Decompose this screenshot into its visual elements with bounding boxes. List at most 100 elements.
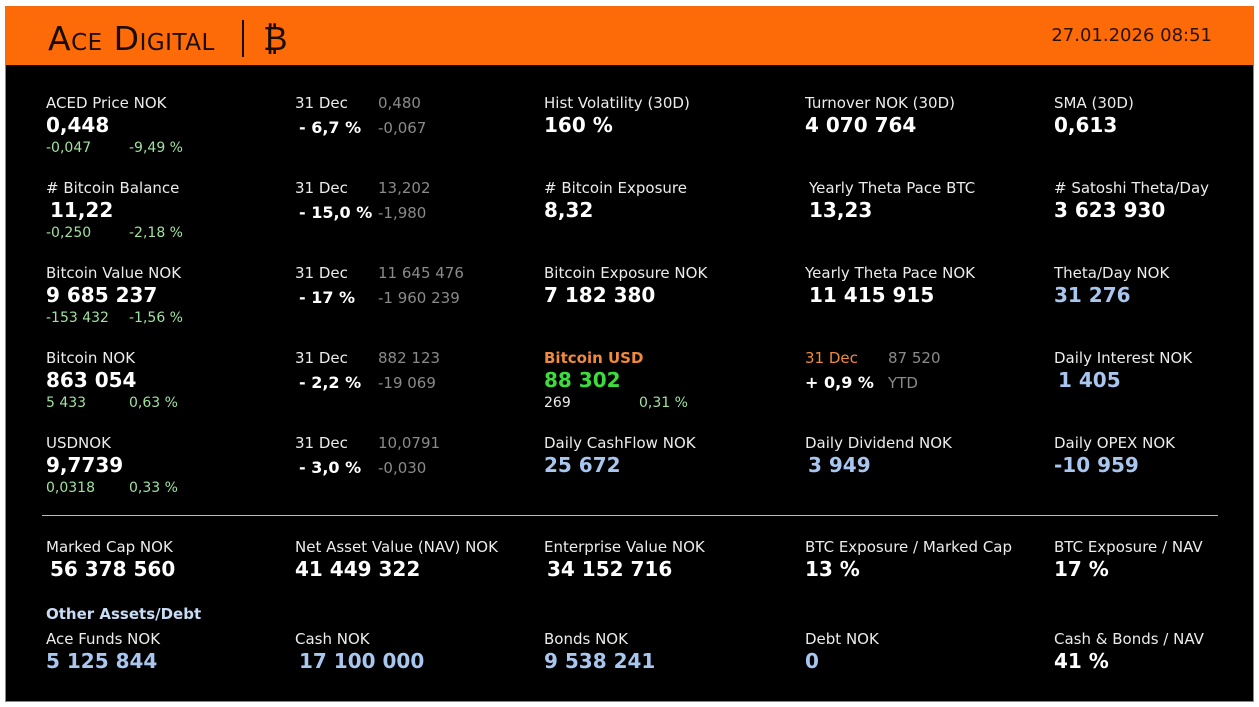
metric-label: Debt NOK: [805, 630, 879, 648]
metric-label: Yearly Theta Pace BTC: [809, 179, 976, 197]
metric-value: 9,7739: [46, 453, 124, 477]
bitcoin-exposure: # Bitcoin Exposure 8,32: [544, 179, 687, 223]
metric-label: Theta/Day NOK: [1054, 264, 1170, 282]
ytd-label: YTD: [888, 374, 918, 392]
change-abs: -0,047: [46, 140, 92, 156]
metric-label: Daily CashFlow NOK: [544, 434, 696, 452]
cash: Cash NOK 17 100 000: [295, 630, 424, 674]
dec-value: 87 520: [888, 349, 941, 367]
metric-value: 0,448: [46, 113, 110, 137]
change-abs: 269: [544, 395, 571, 411]
metric-label: # Bitcoin Balance: [46, 179, 180, 197]
change-abs: 5 433: [46, 395, 87, 411]
dec-change: -1 960 239: [378, 289, 460, 307]
metric-value: 13,23: [809, 198, 873, 222]
metric-value: 17 %: [1054, 557, 1109, 581]
change-pct: 0,31 %: [639, 395, 688, 411]
metric-value: 56 378 560: [50, 557, 176, 581]
metric-label: Cash NOK: [295, 630, 370, 648]
metric-label: Marked Cap NOK: [46, 538, 173, 556]
metric-label: BTC Exposure / Marked Cap: [805, 538, 1013, 556]
daily-opex: Daily OPEX NOK -10 959: [1054, 434, 1175, 478]
dec-value: 13,202: [378, 179, 431, 197]
dec-label: 31 Dec: [295, 179, 348, 197]
metric-value: 160 %: [544, 113, 613, 137]
metric-value: 13 %: [805, 557, 860, 581]
debt: Debt NOK 0: [805, 630, 879, 674]
change-pct: 0,33 %: [129, 480, 178, 496]
metric-label: # Bitcoin Exposure: [544, 179, 687, 197]
header-bar: Ace Digital ₿ 27.01.2026 08:51: [6, 7, 1253, 65]
metric-value: 863 054: [46, 368, 137, 392]
metric-label: Daily Interest NOK: [1054, 349, 1193, 367]
metric-label: Hist Volatility (30D): [544, 94, 690, 112]
change-pct: -9,49 %: [129, 140, 183, 156]
metric-value: 0: [805, 649, 819, 673]
metric-value: 41 %: [1054, 649, 1109, 673]
dashboard-frame: Ace Digital ₿ 27.01.2026 08:51 ACED Pric…: [5, 6, 1254, 702]
metric-label: ACED Price NOK: [46, 94, 167, 112]
metric-label: Bitcoin NOK: [46, 349, 136, 367]
section-divider: [42, 515, 1218, 516]
metric-value: 11,22: [50, 198, 114, 222]
metric-label: USDNOK: [46, 434, 111, 452]
dec-label: 31 Dec: [295, 434, 348, 452]
dec-label: 31 Dec: [295, 349, 348, 367]
daily-interest: Daily Interest NOK 1 405: [1054, 349, 1192, 393]
daily-cashflow: Daily CashFlow NOK 25 672: [544, 434, 696, 478]
dec-change: -1,980: [378, 204, 427, 222]
cash-bonds-nav: Cash & Bonds / NAV 41 %: [1054, 630, 1204, 674]
brand-name: Ace Digital: [48, 19, 215, 58]
enterprise-value: Enterprise Value NOK 34 152 716: [544, 538, 705, 582]
bitcoin-icon: ₿: [263, 19, 288, 58]
dec-pct: - 15,0 %: [299, 203, 373, 222]
marked-cap: Marked Cap NOK 56 378 560: [46, 538, 175, 582]
metric-label: Bonds NOK: [544, 630, 628, 648]
metric-value: 1 405: [1058, 368, 1121, 392]
metric-label: Net Asset Value (NAV) NOK: [295, 538, 498, 556]
metric-label: Turnover NOK (30D): [805, 94, 955, 112]
dec-change: -0,067: [378, 119, 427, 137]
dec-change: -0,030: [378, 459, 427, 477]
dec-value: 10,0791: [378, 434, 441, 452]
metric-label: Yearly Theta Pace NOK: [805, 264, 975, 282]
metric-value: 3 623 930: [1054, 198, 1166, 222]
hist-volatility: Hist Volatility (30D) 160 %: [544, 94, 690, 138]
dec-label: 31 Dec: [295, 264, 348, 282]
metric-label: Bitcoin USD: [544, 349, 644, 367]
ace-funds: Ace Funds NOK 5 125 844: [46, 630, 160, 674]
metric-value: 34 152 716: [547, 557, 673, 581]
change-pct: -2,18 %: [129, 225, 183, 241]
yearly-theta-nok: Yearly Theta Pace NOK 11 415 915: [805, 264, 975, 308]
metric-value: 11 415 915: [809, 283, 935, 307]
metric-value: 17 100 000: [299, 649, 425, 673]
net-asset-value: Net Asset Value (NAV) NOK 41 449 322: [295, 538, 498, 582]
turnover: Turnover NOK (30D) 4 070 764: [805, 94, 955, 138]
dec-label: 31 Dec: [295, 94, 348, 112]
dec-pct: - 6,7 %: [299, 118, 362, 137]
metric-label: Bitcoin Value NOK: [46, 264, 182, 282]
metric-value: -10 959: [1054, 453, 1139, 477]
metric-label: Daily OPEX NOK: [1054, 434, 1175, 452]
metric-label: Cash & Bonds / NAV: [1054, 630, 1204, 648]
dec-value: 0,480: [378, 94, 421, 112]
metric-value: 5 125 844: [46, 649, 158, 673]
theta-day: Theta/Day NOK 31 276: [1054, 264, 1169, 308]
brand-divider: [242, 20, 244, 57]
metric-label: Daily Dividend NOK: [805, 434, 952, 452]
change-abs: -153 432: [46, 310, 109, 326]
metric-value: 7 182 380: [544, 283, 656, 307]
metric-value: 31 276: [1054, 283, 1131, 307]
dec-value: 11 645 476: [378, 264, 464, 282]
metric-label: BTC Exposure / NAV: [1054, 538, 1203, 556]
btc-exposure-nav: BTC Exposure / NAV 17 %: [1054, 538, 1203, 582]
change-abs: 0,0318: [46, 480, 95, 496]
metric-value: 9 538 241: [544, 649, 656, 673]
metric-label: Bitcoin Exposure NOK: [544, 264, 708, 282]
metric-value: 3 949: [808, 453, 871, 477]
sma: SMA (30D) 0,613: [1054, 94, 1134, 138]
dec-pct: + 0,9 %: [805, 373, 874, 392]
btc-exposure-marked-cap: BTC Exposure / Marked Cap 13 %: [805, 538, 1012, 582]
change-pct: 0,63 %: [129, 395, 178, 411]
metric-value: 0,613: [1054, 113, 1118, 137]
